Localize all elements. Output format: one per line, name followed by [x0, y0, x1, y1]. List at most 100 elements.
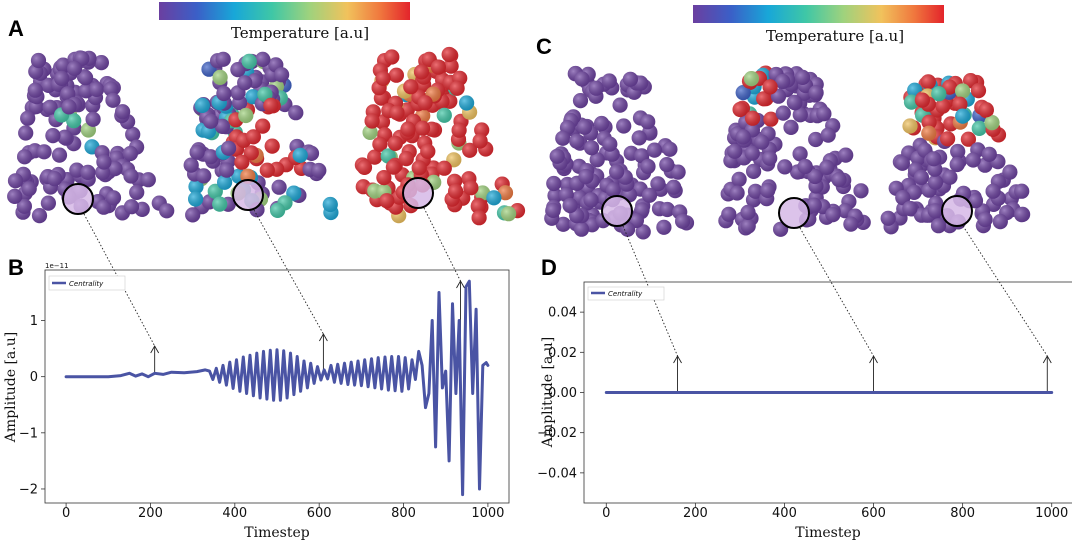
marker-arrow-head — [869, 355, 878, 364]
particle-shading — [436, 160, 452, 176]
particle-shading — [783, 119, 799, 135]
particle-shading — [372, 136, 388, 152]
particle-shading — [89, 81, 105, 97]
highlight-region — [602, 196, 632, 226]
particle-shading — [430, 59, 446, 75]
particle-shading — [7, 173, 24, 189]
particle-shading — [417, 95, 433, 111]
particle-shading — [960, 131, 977, 147]
particle-shading — [816, 106, 832, 122]
particle-shading — [40, 195, 57, 211]
particle-shading — [806, 197, 822, 213]
particle-shading — [385, 159, 401, 175]
chart-b-ytick-label: 1 — [30, 314, 38, 329]
particle-shading — [219, 162, 235, 178]
particle-shading — [546, 175, 562, 192]
particle-shading — [420, 143, 436, 159]
particle-shading — [217, 174, 233, 190]
particle-shading — [21, 181, 37, 197]
marker-arrow-head — [150, 345, 160, 354]
particle-shading — [808, 131, 824, 148]
particle-shading — [921, 125, 937, 141]
highlight-region — [779, 198, 809, 228]
colorbar-left — [159, 2, 410, 20]
particle-shading — [183, 157, 199, 173]
highlight-region — [63, 184, 93, 214]
particle-shading — [66, 60, 83, 76]
particle-shading — [760, 182, 776, 198]
particle-shading — [650, 176, 666, 192]
particle-shading — [288, 105, 304, 121]
particle-shading — [735, 129, 751, 145]
particle-shading — [7, 188, 23, 204]
particle-shading — [188, 191, 204, 207]
particle-shading — [212, 69, 228, 85]
particle-shading — [930, 218, 947, 234]
particle-shading — [646, 142, 663, 158]
panel-letter-a: A — [8, 16, 24, 41]
chart-d: Centrality Timestep Amplitude [a.u] 0 200… — [537, 281, 1072, 541]
particle-shading — [389, 105, 405, 121]
chart-b-xtick-label: 200 — [138, 506, 163, 521]
particle-snapshot — [718, 65, 871, 237]
particle-shading — [616, 118, 632, 134]
particle-shading — [746, 163, 762, 179]
marker-arrow-head — [673, 355, 682, 364]
particle-shading — [584, 140, 600, 156]
highlight-region — [233, 180, 263, 210]
particle-shading — [795, 69, 811, 85]
particle-shading — [635, 224, 651, 240]
particle-shading — [441, 46, 457, 63]
particle-shading — [203, 113, 219, 129]
chart-b-exponent: 1e−11 — [45, 262, 69, 270]
particle-shading — [949, 156, 965, 173]
chart-d-ytick-label: −0.02 — [537, 426, 577, 441]
particle-shading — [843, 216, 859, 232]
chart-b-xtick-label: 0 — [62, 506, 70, 521]
particle-shading — [955, 83, 971, 99]
highlight-region — [403, 178, 433, 208]
particle-shading — [732, 101, 748, 118]
particle-shading — [775, 73, 791, 90]
particle-shading — [255, 51, 271, 67]
particle-shading — [379, 193, 395, 209]
colorbar-left-label: Temperature [a.u] — [231, 24, 369, 42]
particle-shading — [729, 185, 745, 201]
particle-shading — [583, 192, 599, 208]
highlight-ring — [62, 183, 94, 215]
particle-shading — [825, 207, 841, 223]
particle-shading — [952, 96, 968, 112]
particle-shading — [234, 154, 250, 170]
particle-snapshot — [7, 50, 175, 224]
particle-shading — [322, 196, 338, 213]
particle-shading — [762, 79, 778, 95]
particle-shading — [594, 115, 610, 132]
chart-d-xtick-label: 200 — [683, 506, 708, 521]
particle-shading — [103, 81, 119, 97]
particle-shading — [601, 73, 617, 89]
panel-letter-d: D — [541, 255, 557, 280]
particle-shading — [942, 169, 958, 185]
colorbar-right-label: Temperature [a.u] — [766, 27, 904, 45]
chart-d-xtick-label: 800 — [950, 506, 975, 521]
particle-shading — [27, 82, 43, 98]
chart-d-xtick-label: 600 — [861, 506, 886, 521]
particle-shading — [984, 115, 1000, 131]
particle-shading — [880, 210, 896, 226]
particle-shading — [588, 80, 604, 96]
particle-shading — [203, 149, 219, 165]
particle-shading — [245, 129, 261, 145]
particle-shading — [981, 146, 997, 162]
particle-shading — [486, 190, 502, 206]
particle-shading — [31, 208, 48, 224]
particle-shading — [927, 174, 944, 190]
particle-shading — [96, 154, 112, 170]
particle-shading — [659, 157, 675, 173]
particle-shading — [388, 67, 404, 83]
particle-shading — [16, 198, 32, 214]
particle-shading — [45, 128, 61, 144]
particle-shading — [80, 164, 96, 180]
particle-shading — [376, 170, 392, 186]
chart-b: 1e−11 Centrality Timestep Amplitude [a.u… — [3, 262, 510, 541]
particle-shading — [662, 141, 678, 157]
